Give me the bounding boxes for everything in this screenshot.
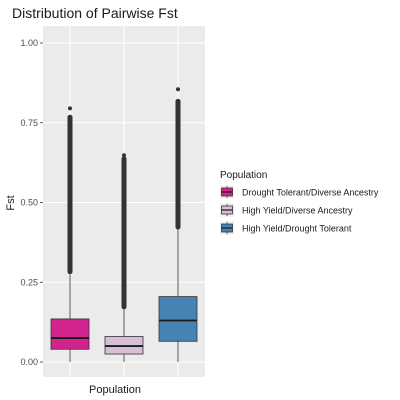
legend-label: Drought Tolerant/Diverse Ancestry [242,188,379,198]
outlier-points [67,114,73,275]
y-tick-label: 0.75 [20,118,38,128]
legend-title: Population [220,170,267,181]
y-tick-label: 0.00 [20,357,38,367]
outlier-points [121,156,127,310]
chart-title: Distribution of Pairwise Fst [12,5,178,21]
legend: Population Drought Tolerant/Diverse Ance… [220,170,379,235]
x-axis-label: Population [89,384,141,396]
box-2 [104,153,144,362]
legend-key [220,185,234,199]
box-3 [158,87,198,362]
max-outlier-point [68,106,72,111]
box-1 [50,106,90,362]
box-iqr [50,318,90,350]
boxes [50,87,198,362]
legend-label: High Yield/Diverse Ancestry [242,206,353,216]
y-axis-ticks: 0.00 0.25 0.50 0.75 1.00 [20,38,43,367]
y-tick-label: 0.50 [20,198,38,208]
box-iqr [158,296,198,342]
y-tick-label: 0.25 [20,277,38,287]
max-outlier-point [176,87,180,92]
max-outlier-point [122,153,126,158]
y-axis-label: Fst [5,195,17,210]
legend-key [220,221,234,235]
legend-label: High Yield/Drought Tolerant [242,224,352,234]
outlier-points [175,98,181,230]
y-tick-label: 1.00 [20,38,38,48]
legend-key [220,203,234,217]
